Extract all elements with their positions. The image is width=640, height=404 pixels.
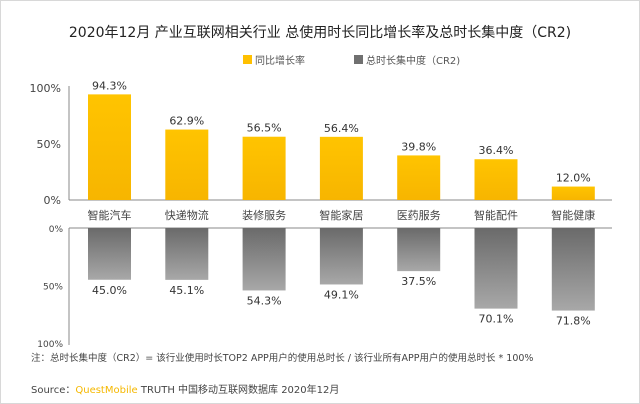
- cr2-label: 37.5%: [401, 275, 436, 288]
- growth-bar: [165, 129, 209, 200]
- category-label: 医药服务: [397, 209, 441, 222]
- top-y-tick: 0%: [44, 194, 61, 207]
- category-label: 智能汽车: [88, 208, 132, 222]
- footnote: 注：总时长集中度（CR2）= 该行业使用时长TOP2 APP用户的使用总时长 /…: [31, 353, 534, 364]
- source-text: TRUTH 中国移动互联网数据库 2020年12月: [137, 385, 340, 396]
- category-label: 装修服务: [242, 208, 286, 222]
- legend-swatch-gray: [354, 55, 363, 64]
- growth-label: 56.5%: [247, 122, 282, 135]
- cr2-bar: [474, 228, 518, 309]
- cr2-label: 54.3%: [247, 294, 282, 307]
- cr2-bar: [88, 228, 131, 280]
- cr2-bar: [319, 228, 363, 285]
- bottom-y-tick: 50%: [43, 283, 63, 293]
- category-label: 快递物流: [165, 208, 209, 222]
- bottom-y-tick: 0%: [49, 225, 64, 235]
- source: Source：QuestMobile TRUTH 中国移动互联网数据库 2020…: [31, 381, 339, 396]
- cr2-bar: [165, 228, 209, 280]
- cr2-label: 45.1%: [169, 284, 204, 297]
- growth-label: 39.8%: [401, 140, 436, 153]
- growth-bar: [397, 155, 441, 200]
- bottom-y-tick: 100%: [37, 340, 63, 350]
- cr2-label: 70.1%: [479, 313, 514, 326]
- top-y-tick: 100%: [30, 82, 61, 95]
- cr2-label: 71.8%: [556, 315, 591, 328]
- growth-label: 12.0%: [556, 172, 591, 185]
- legend-cr2: 总时长集中度（CR2): [354, 52, 460, 67]
- growth-bar: [242, 136, 286, 200]
- growth-label: 56.4%: [324, 122, 359, 135]
- legend-label: 总时长集中度（CR2): [366, 56, 461, 67]
- cr2-label: 49.1%: [324, 288, 359, 301]
- growth-bar: [88, 94, 131, 200]
- chart-title: 2020年12月 产业互联网相关行业 总使用时长同比增长率及总时长集中度（CR2…: [68, 25, 572, 41]
- growth-bar: [474, 159, 518, 200]
- top-y-tick: 50%: [37, 138, 61, 151]
- growth-label: 36.4%: [479, 144, 514, 157]
- growth-label: 94.3%: [92, 79, 127, 92]
- growth-bar: [319, 136, 363, 200]
- growth-label: 62.9%: [169, 115, 204, 128]
- legend-swatch-yellow: [243, 55, 252, 64]
- cr2-bar: [551, 228, 595, 311]
- cr2-bar: [242, 228, 286, 291]
- category-label: 智能健康: [551, 208, 595, 222]
- source-brand: QuestMobile: [75, 385, 138, 396]
- category-label: 智能配件: [474, 208, 518, 222]
- category-label: 智能家居: [319, 208, 363, 222]
- cr2-label: 45.0%: [92, 284, 127, 297]
- source-prefix: Source：: [31, 385, 76, 396]
- legend-growth: 同比增长率: [243, 52, 305, 67]
- legend-label: 同比增长率: [255, 56, 305, 67]
- cr2-bar: [397, 228, 441, 272]
- growth-bar: [551, 186, 595, 200]
